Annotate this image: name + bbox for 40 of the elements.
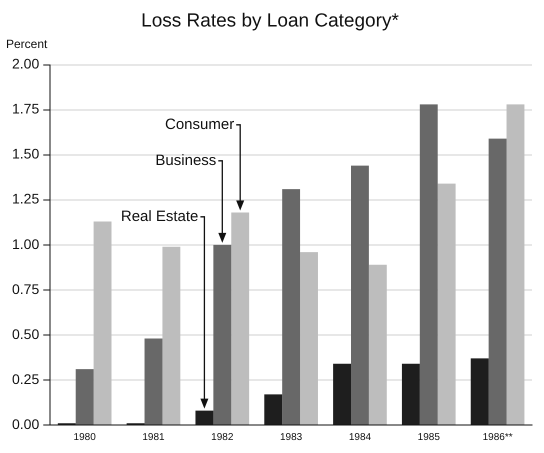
y-tick-label: 0.50	[12, 326, 40, 342]
bar	[488, 138, 507, 424]
y-tick-label: 1.25	[12, 190, 40, 207]
bar	[420, 104, 438, 424]
x-tick-label: 1981	[142, 432, 166, 443]
bar	[300, 252, 318, 424]
y-tick-label: 0.25	[12, 370, 40, 387]
bar	[264, 394, 282, 424]
x-tick-label: 1986**	[482, 432, 513, 443]
bar	[282, 189, 300, 424]
text: Business	[155, 152, 216, 169]
y-tick-label: 1.00	[12, 236, 40, 252]
bar	[76, 369, 94, 424]
bar	[144, 338, 162, 424]
bar	[333, 364, 351, 424]
text: Consumer	[164, 116, 234, 133]
bar	[506, 104, 524, 424]
bar	[351, 166, 369, 424]
bar	[368, 264, 387, 424]
x-tick-label: 1984	[348, 432, 372, 443]
x-tick-label: 1983	[280, 432, 303, 443]
bar	[162, 246, 180, 424]
bar	[213, 244, 232, 424]
x-tick-label: 1985	[418, 432, 440, 443]
y-axis-title: Percent	[6, 37, 48, 52]
bar	[94, 221, 112, 424]
text: Real Estate	[120, 208, 198, 225]
bar	[195, 410, 214, 424]
bar	[231, 212, 250, 424]
bar	[438, 184, 456, 424]
y-tick-label: 0.75	[12, 280, 40, 297]
x-tick-label: 1980	[74, 432, 96, 443]
y-tick-label: 2.00	[12, 56, 40, 72]
chart-title: Loss Rates by Loan Category*	[141, 10, 400, 32]
y-tick-label: 1.75	[12, 100, 40, 117]
bar	[470, 358, 489, 424]
y-tick-label: 0.00	[12, 416, 40, 432]
x-tick-label: 1982	[211, 432, 234, 443]
y-tick-label: 1.50	[12, 146, 40, 162]
bar	[402, 364, 420, 424]
